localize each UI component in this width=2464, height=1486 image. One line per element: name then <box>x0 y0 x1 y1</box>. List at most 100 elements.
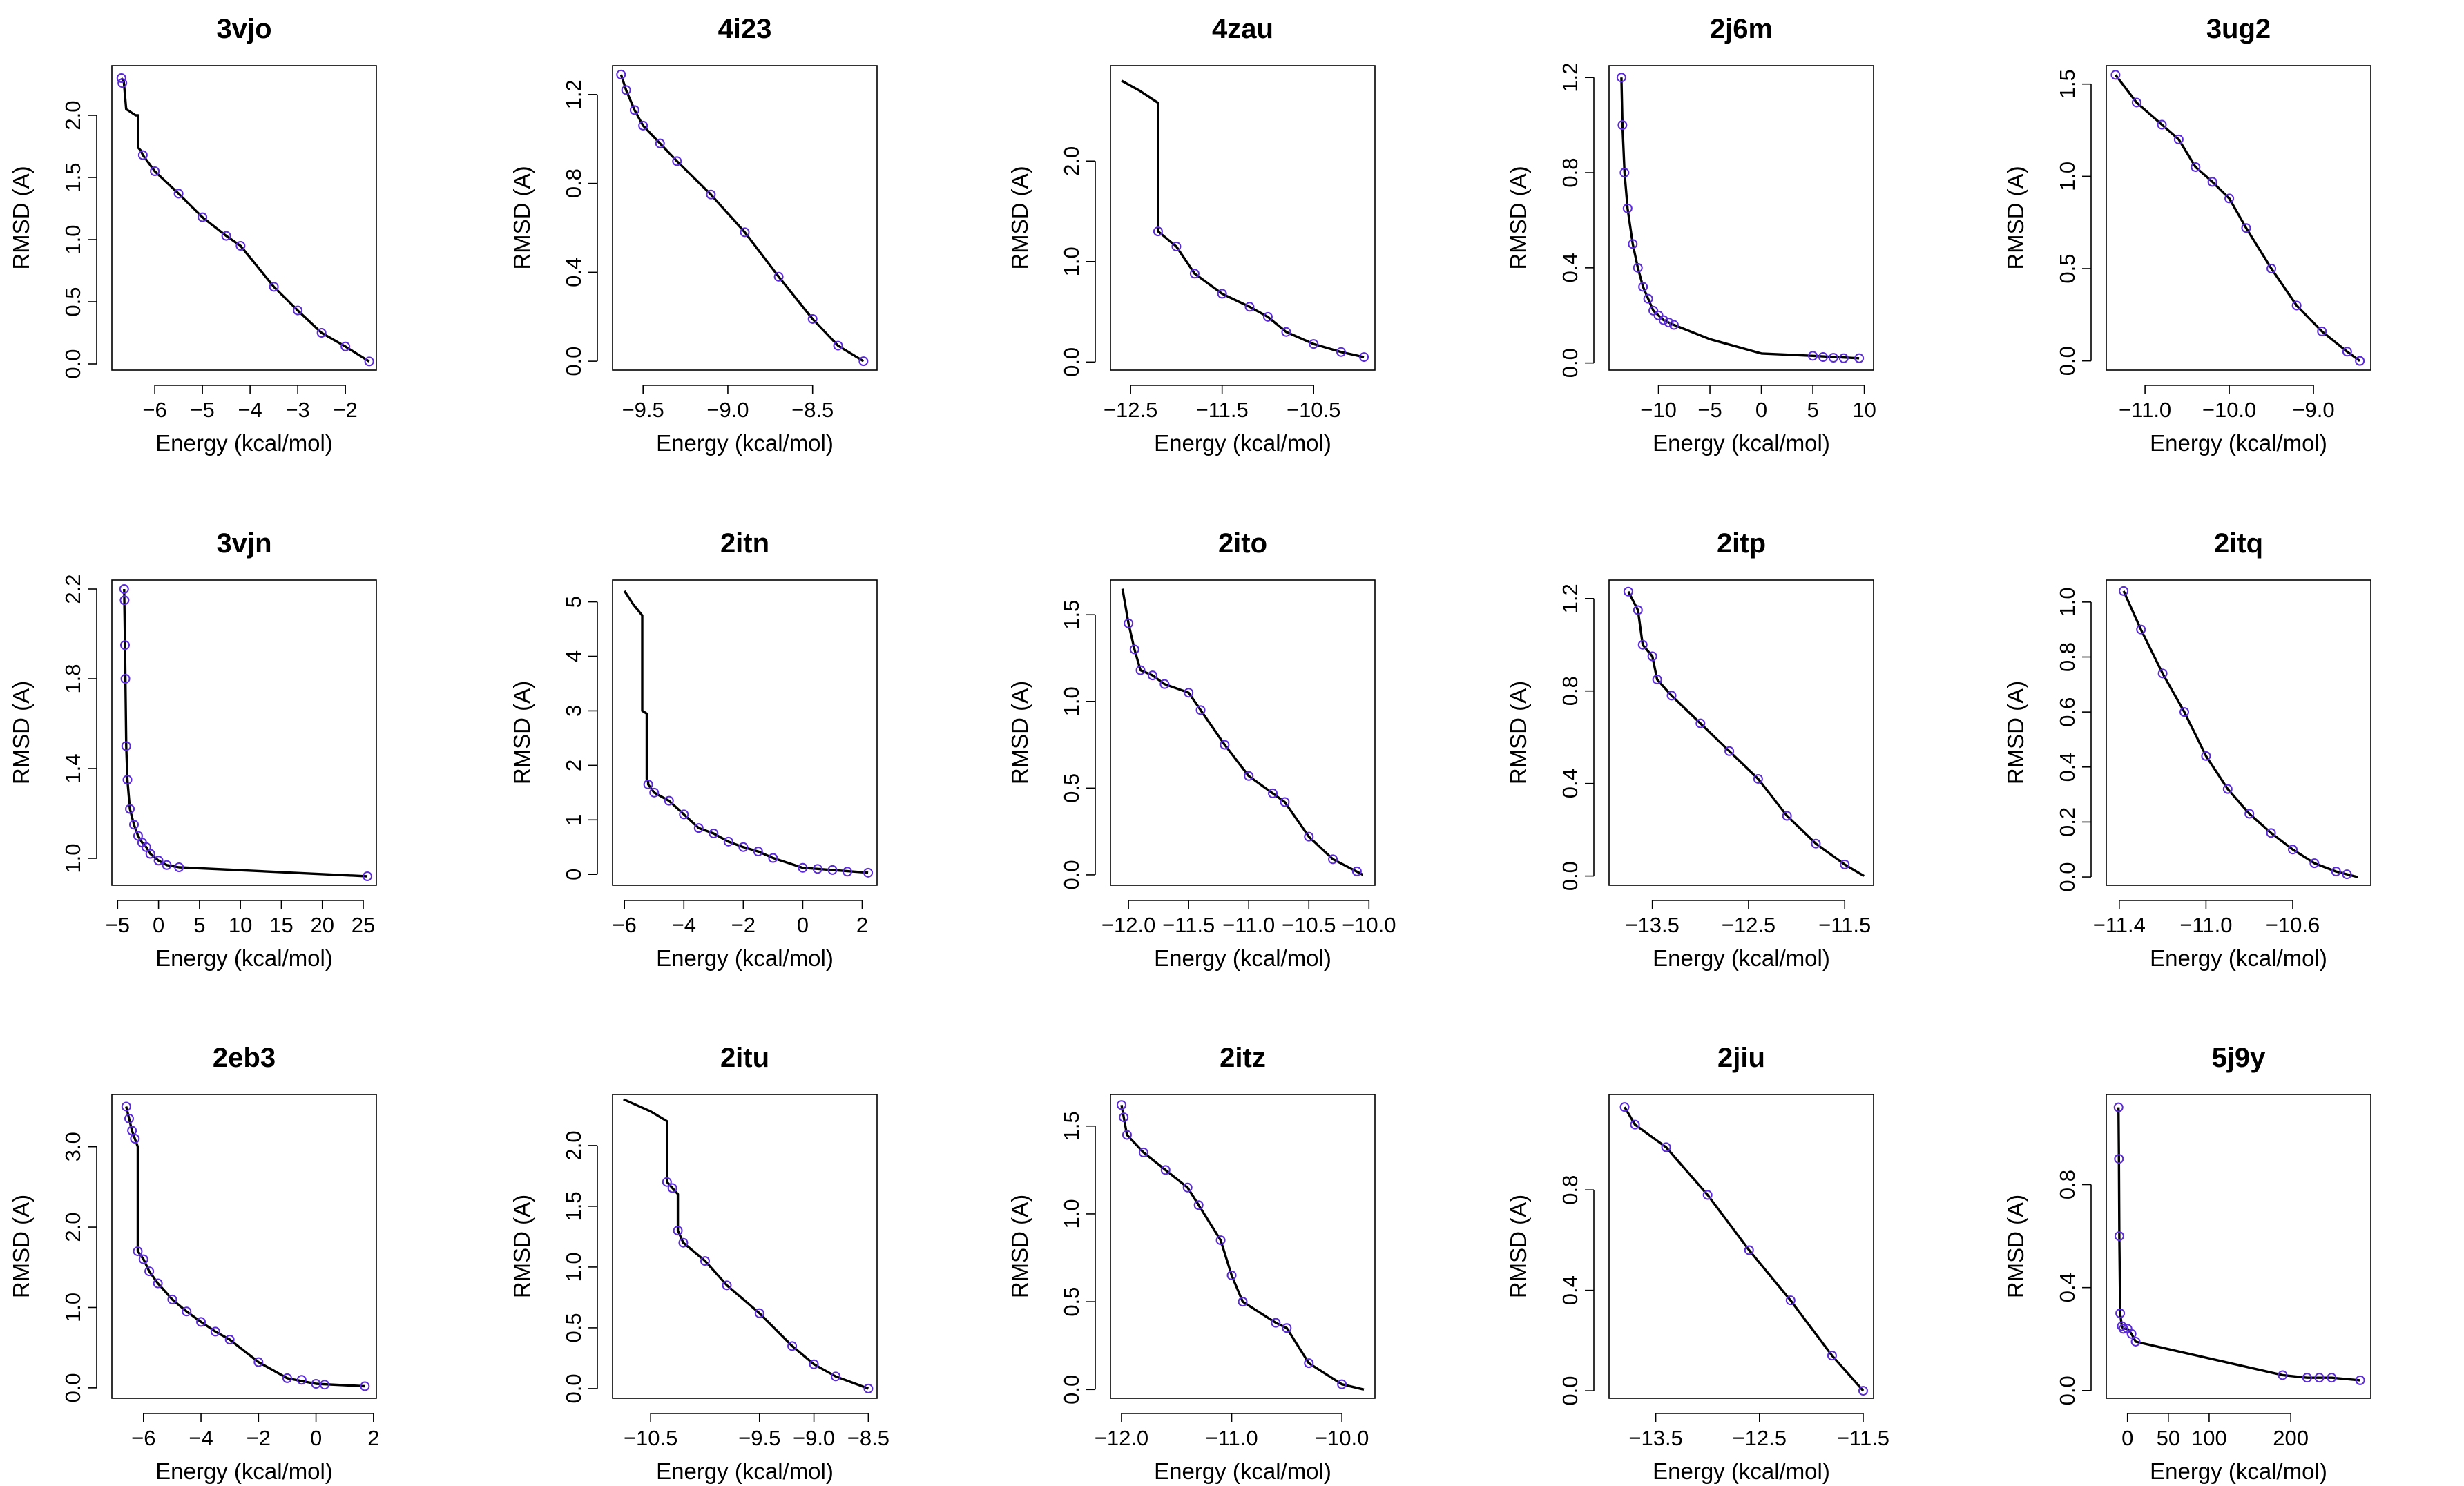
plot-frame <box>2106 1094 2371 1399</box>
data-point <box>1637 639 1648 650</box>
x-axis-label: Energy (kcal/mol) <box>155 945 333 971</box>
data-point <box>1785 1295 1796 1306</box>
data-point <box>340 341 351 351</box>
x-tick-label: 2 <box>367 1426 379 1450</box>
x-tick-label: 15 <box>269 913 293 937</box>
y-tick-label: 1.2 <box>561 79 586 109</box>
y-axis-label: RMSD (A) <box>1505 1195 1531 1298</box>
data-point <box>138 1254 148 1264</box>
panel-title: 2eb3 <box>213 1043 276 1073</box>
x-tick-label: 100 <box>2191 1426 2227 1450</box>
y-axis-label: RMSD (A) <box>8 166 34 269</box>
y-tick-label: 1.0 <box>61 1293 85 1322</box>
data-point <box>773 271 784 282</box>
x-tick-label: −11.4 <box>2093 913 2146 937</box>
data-point <box>2314 1373 2325 1383</box>
panel-4zau: 4zau −12.5 −11.5 −10.5 Energy (kcal/mol) 0.0 1… <box>1007 14 1376 456</box>
y-tick-label: 0.0 <box>2055 346 2079 376</box>
x-tick-label: −9.5 <box>622 398 664 422</box>
data-point <box>1619 168 1630 178</box>
x-tick-label: −4 <box>672 913 696 937</box>
y-tick-label: 0.5 <box>61 287 85 316</box>
data-point <box>723 836 733 847</box>
x-tick-label: −11.0 <box>2119 398 2171 422</box>
data-point <box>153 856 164 866</box>
data-point <box>863 1383 874 1393</box>
data-point <box>2157 119 2167 130</box>
plot-frame <box>1110 65 1376 371</box>
data-point <box>2201 751 2211 761</box>
y-tick-label: 1.4 <box>61 753 85 783</box>
data-point <box>116 73 126 83</box>
x-tick-label: −3 <box>285 398 309 422</box>
x-axis-label: Energy (kcal/mol) <box>1653 1458 1830 1484</box>
y-tick-label: 0.0 <box>1059 860 1084 889</box>
x-tick-label: −5 <box>1697 398 1722 422</box>
data-point <box>2278 1370 2288 1380</box>
series-line <box>1620 77 1860 360</box>
x-tick-label: −2 <box>731 913 755 937</box>
data-point <box>2342 869 2352 880</box>
y-tick-label: 3 <box>561 705 586 717</box>
data-point <box>167 1294 177 1304</box>
y-tick-label: 0.8 <box>2055 642 2079 672</box>
data-point <box>722 1280 732 1291</box>
data-point <box>210 1326 220 1337</box>
x-axis-label: Energy (kcal/mol) <box>2150 945 2327 971</box>
data-point <box>224 1335 235 1345</box>
panel-title: 3vjo <box>216 14 271 44</box>
data-point <box>1828 353 1838 363</box>
data-point <box>235 241 246 251</box>
y-tick-label: 0.0 <box>61 349 85 378</box>
data-point <box>120 674 131 684</box>
data-point <box>119 595 130 606</box>
data-point <box>679 809 689 820</box>
plot-frame <box>2106 65 2371 371</box>
data-point <box>1304 1358 1314 1369</box>
y-tick-label: 1 <box>561 814 586 826</box>
data-point <box>2173 134 2184 144</box>
series-line <box>619 74 865 363</box>
y-tick-label: 0.0 <box>1558 348 1582 378</box>
y-tick-label: 4 <box>561 650 586 662</box>
series-line <box>2115 74 2361 362</box>
data-point <box>1122 1130 1132 1140</box>
data-point <box>2110 70 2121 80</box>
panel-2eb3: 2eb3 −6 −4 −2 0 2 Energy (kcal/mol) 0.0 1.0 2.0 3.… <box>8 1043 379 1484</box>
data-point <box>2266 828 2276 838</box>
data-point <box>2266 264 2277 273</box>
panel-2itu: 2itu −10.5 −9.5 −9.0 −8.5 Energy (kcal/mol) 0.… <box>509 1043 889 1484</box>
data-point <box>2309 858 2320 869</box>
data-point <box>121 741 131 751</box>
y-axis-label: RMSD (A) <box>2003 681 2028 784</box>
plot-frame <box>612 579 878 886</box>
plot-frame <box>111 65 377 371</box>
x-axis-label: Energy (kcal/mol) <box>2150 430 2327 456</box>
x-tick-label: −9.5 <box>738 1426 780 1450</box>
data-point <box>638 120 648 131</box>
panel-title: 2itn <box>720 528 769 559</box>
x-axis-label: Energy (kcal/mol) <box>2150 1458 2327 1484</box>
panel-title: 2j6m <box>1710 14 1773 44</box>
data-point <box>1858 1386 1868 1396</box>
y-tick-label: 0.0 <box>561 347 586 376</box>
x-tick-label: −2 <box>247 1426 271 1450</box>
y-tick-label: 1.5 <box>61 162 85 192</box>
data-point <box>1633 262 1643 273</box>
y-tick-label: 1.0 <box>561 1252 586 1282</box>
x-tick-label: 0 <box>310 1426 322 1450</box>
data-point <box>863 867 874 878</box>
data-point <box>768 853 778 863</box>
y-tick-label: 3.0 <box>61 1132 85 1161</box>
data-point <box>145 849 155 859</box>
data-point <box>1643 293 1653 304</box>
x-axis-label: Energy (kcal/mol) <box>1154 430 1331 456</box>
y-tick-label: 0.0 <box>61 1373 85 1402</box>
x-tick-label: 0 <box>1755 398 1767 422</box>
data-point <box>1244 771 1254 781</box>
data-point <box>2355 356 2365 366</box>
data-point <box>1658 315 1668 325</box>
data-point <box>1664 318 1674 328</box>
panel-title: 2itu <box>720 1043 769 1073</box>
x-tick-label: −6 <box>613 913 637 937</box>
